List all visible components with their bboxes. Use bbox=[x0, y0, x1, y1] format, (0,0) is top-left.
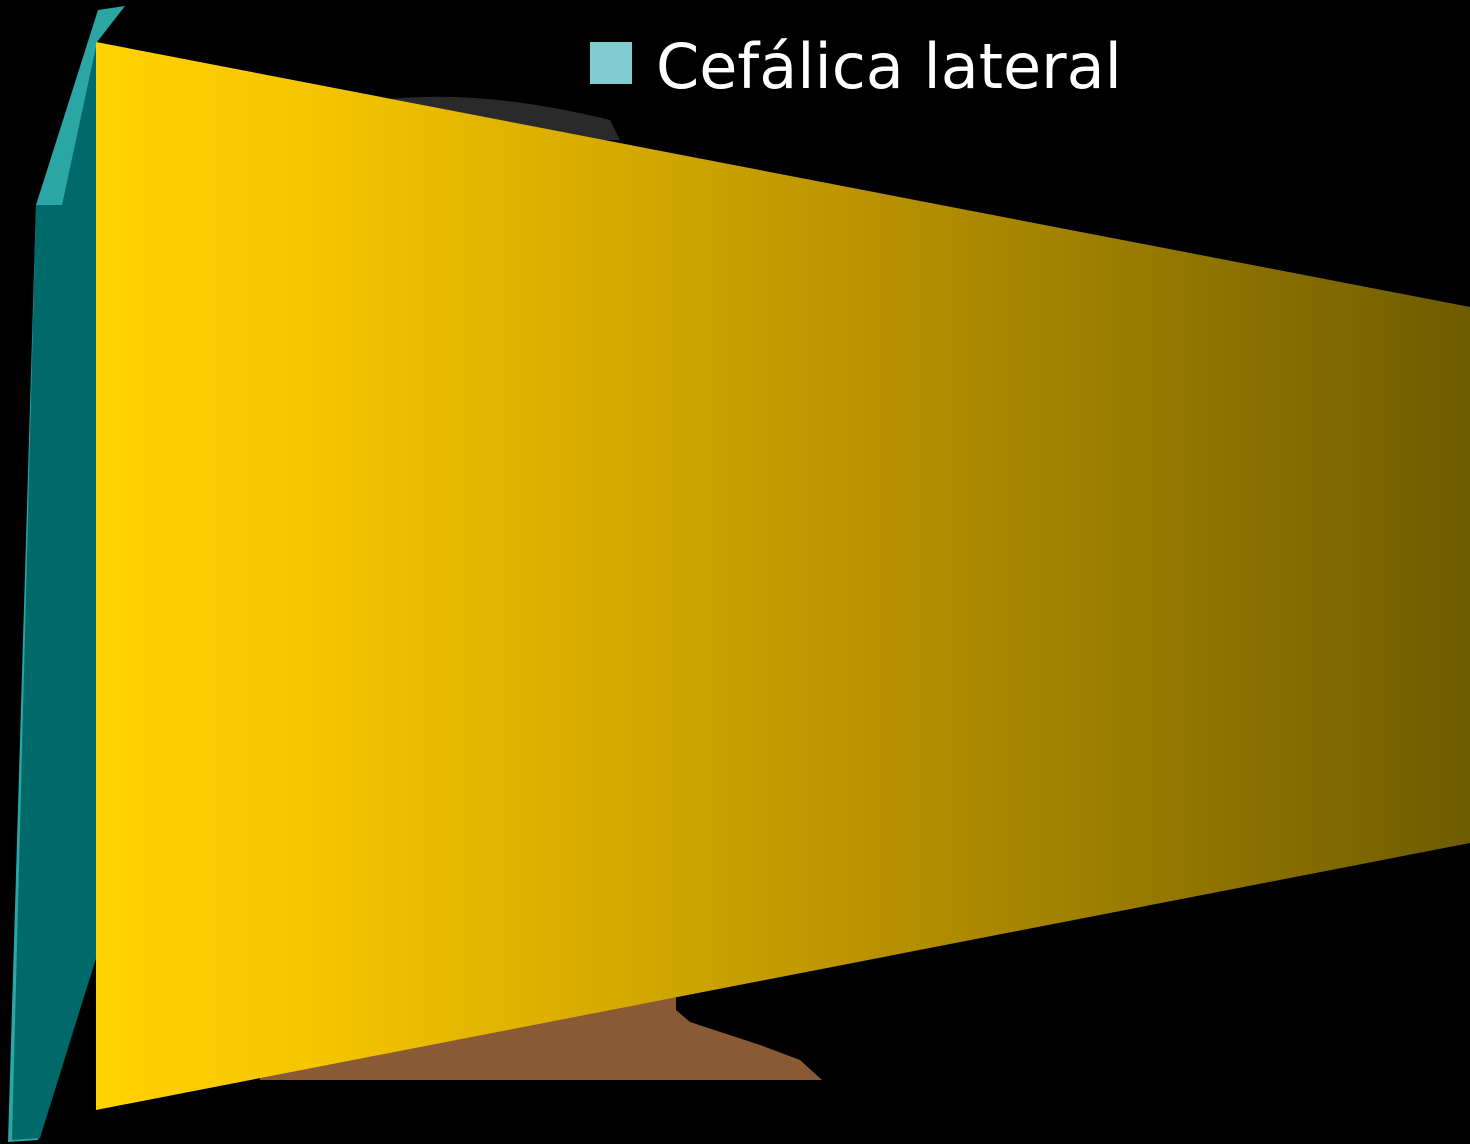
xray-beam bbox=[96, 42, 1470, 1110]
neck bbox=[260, 985, 822, 1080]
plate-face bbox=[12, 42, 97, 1140]
bullet-square bbox=[590, 42, 632, 84]
bullet-text: Cefálica lateral bbox=[656, 30, 1122, 103]
